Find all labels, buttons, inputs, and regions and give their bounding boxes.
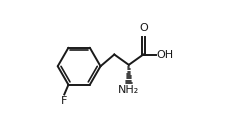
Text: F: F (60, 96, 66, 107)
Text: NH₂: NH₂ (118, 85, 139, 95)
Text: OH: OH (156, 50, 173, 59)
Text: O: O (138, 23, 147, 33)
